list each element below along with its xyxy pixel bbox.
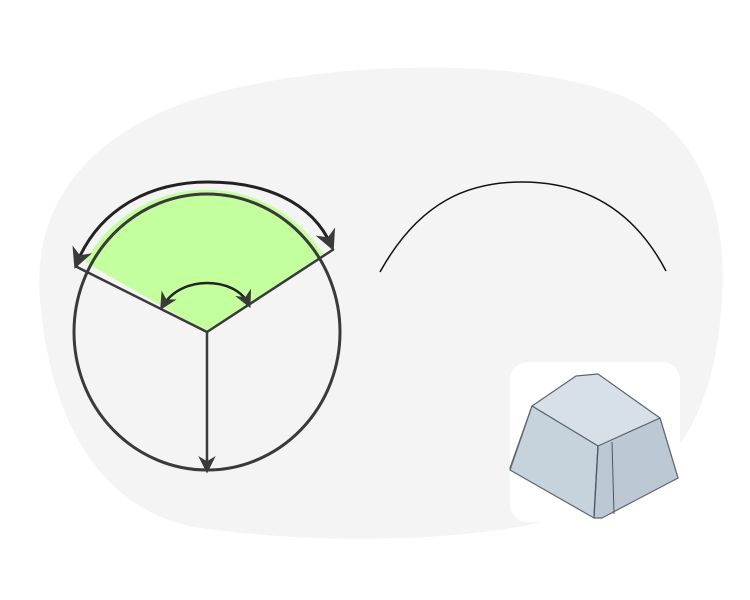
- keycap-edge-left: [593, 445, 599, 517]
- circle-sector-icon: [72, 180, 342, 474]
- keycap-icon: [509, 362, 680, 522]
- central-angle-arrow: [160, 281, 251, 311]
- arc-icon: [379, 181, 667, 273]
- keycap-edge-right: [611, 441, 615, 515]
- arc-length-arrow: [72, 180, 336, 269]
- radius-line-left: [74, 264, 208, 334]
